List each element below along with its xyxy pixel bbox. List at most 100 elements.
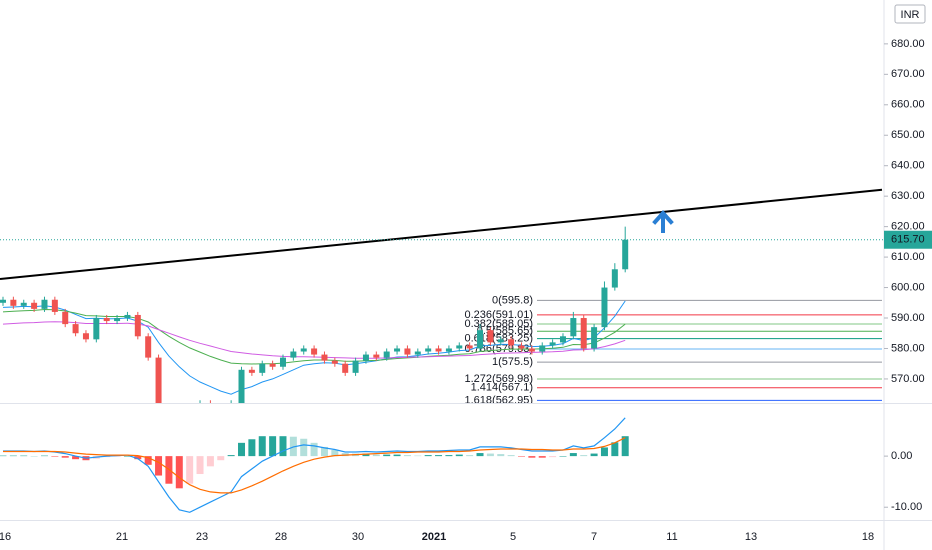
candle-body (311, 348, 318, 355)
candle-body (352, 360, 359, 373)
x-tick-label: 28 (275, 531, 287, 543)
candle-body (331, 360, 338, 364)
candle-body (114, 318, 121, 322)
candle-body (290, 351, 297, 358)
macd-histogram-bar (414, 455, 422, 457)
x-tick-label: 5 (510, 531, 516, 543)
x-tick-label: 18 (862, 531, 874, 543)
macd-histogram-bar (279, 436, 287, 457)
y-tick-label: 660.00 (891, 99, 925, 111)
currency-badge[interactable] (894, 4, 926, 24)
candle-body (591, 327, 598, 349)
candle-body (321, 354, 328, 361)
macd-histogram-bar (175, 456, 183, 489)
candle-body (539, 345, 546, 352)
candle-body (269, 363, 276, 367)
y2-tick-label: 0.00 (891, 450, 912, 462)
candle-body (549, 342, 556, 346)
candle-body (518, 345, 525, 349)
macd-histogram-bar (476, 453, 484, 457)
currency-label[interactable]: INR (901, 9, 920, 21)
candle-body (383, 351, 390, 358)
x-tick-label: 30 (352, 531, 364, 543)
candle-body (300, 348, 307, 352)
y-tick-label: 670.00 (891, 68, 925, 80)
y-tick-label: 610.00 (891, 251, 925, 263)
fib-label: 1(575.5) (492, 356, 533, 368)
candle-body (425, 348, 432, 352)
macd-histogram-bar (393, 454, 401, 457)
x-tick-label: 16 (0, 531, 11, 543)
y-tick-label: 600.00 (891, 281, 925, 293)
candle-body (477, 330, 484, 349)
candle-body (435, 348, 442, 352)
macd-pane (0, 417, 629, 513)
macd-histogram-bar (528, 456, 536, 458)
candle-body (580, 318, 587, 349)
x-tick-label: 11 (666, 531, 677, 543)
macd-line (3, 417, 626, 513)
candle-body (93, 318, 100, 340)
candle-body (414, 351, 421, 355)
macd-histogram-bar (424, 455, 432, 457)
macd-histogram-bar (455, 454, 463, 457)
candle-body (445, 348, 452, 352)
macd-histogram-bar (0, 455, 7, 457)
candle-body (404, 348, 411, 355)
macd-histogram-bar (186, 456, 194, 484)
macd-histogram-bar (559, 456, 567, 457)
macd-histogram-bar (238, 442, 246, 457)
macd-histogram-bar (331, 449, 339, 457)
candle-body (487, 330, 494, 343)
price-pane: 0(595.8)0.236(591.01)0.382(588.05)0.5(58… (0, 188, 884, 415)
candle-body (279, 357, 286, 367)
candle-body (238, 369, 245, 403)
fib-label: 0(595.8) (492, 294, 533, 306)
candle-body (82, 333, 89, 340)
candle-body (134, 314, 141, 337)
macd-histogram-bar (217, 456, 225, 461)
candle-body (528, 348, 535, 352)
macd-histogram-bar (466, 455, 474, 457)
macd-histogram-bar (497, 454, 505, 457)
macd-histogram-bar (538, 456, 546, 458)
y-tick-label: 620.00 (891, 221, 925, 233)
candle-body (72, 324, 79, 334)
macd-histogram-bar (611, 442, 619, 457)
candle-body (0, 299, 6, 303)
candle-body (124, 314, 131, 319)
candle-body (51, 299, 58, 312)
candle-body (362, 354, 369, 361)
macd-histogram-bar (9, 455, 17, 457)
y2-tick-label: -10.00 (891, 501, 922, 513)
macd-histogram-bar (600, 447, 608, 457)
macd-histogram-bar (580, 455, 588, 457)
candle-body (20, 302, 27, 306)
macd-histogram-bar (51, 456, 59, 457)
macd-histogram-bar (621, 436, 629, 457)
candle-body (394, 348, 401, 352)
candle-body (197, 403, 203, 415)
candle-body (601, 287, 608, 328)
candle-body (218, 406, 224, 409)
y-tick-label: 580.00 (891, 342, 925, 354)
candle-body (10, 299, 17, 306)
x-tick-label: 13 (745, 531, 757, 543)
macd-histogram-bar (155, 456, 163, 476)
candle-body (466, 345, 473, 349)
fib-label: 0.236(591.01) (465, 309, 534, 321)
candle-body (508, 339, 515, 346)
candle-body (342, 363, 349, 373)
candle-body (41, 299, 48, 309)
macd-histogram-bar (310, 442, 318, 457)
candle-body (166, 409, 172, 415)
macd-histogram-bar (372, 454, 380, 457)
signal-line (3, 437, 626, 494)
candle-body (259, 363, 266, 373)
macd-histogram-bar (196, 456, 204, 475)
macd-histogram-bar (20, 455, 28, 457)
candle-body (62, 311, 69, 325)
x-tick-label: 21 (116, 531, 128, 543)
